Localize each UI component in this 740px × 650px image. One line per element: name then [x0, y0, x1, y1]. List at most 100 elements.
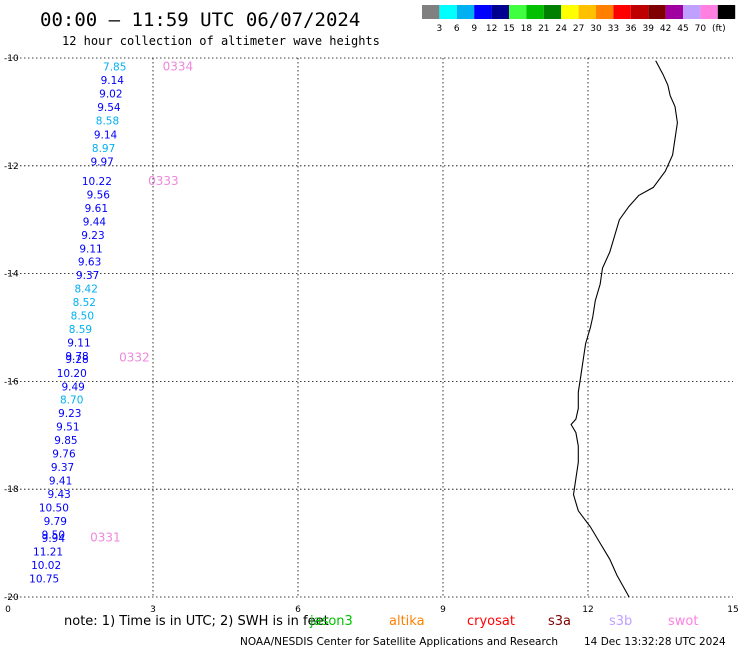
- legend-tick-label: 21: [538, 24, 549, 34]
- wave-height-value: 11.21: [33, 547, 63, 559]
- legend-swatch: [543, 5, 562, 19]
- legend-swatch: [596, 5, 614, 19]
- y-tick-label: -16: [4, 377, 19, 387]
- y-tick-label: -10: [4, 54, 19, 64]
- wave-height-value: 9.85: [54, 435, 77, 447]
- x-tick-label: 15: [727, 605, 738, 615]
- wave-height-value: 7.85: [103, 62, 126, 74]
- legend-swatch: [613, 5, 631, 19]
- x-tick-label: 6: [295, 605, 301, 615]
- wave-height-value: 9.63: [78, 257, 101, 269]
- wave-height-value: 9.54: [97, 102, 121, 114]
- wave-height-value: 9.76: [52, 449, 76, 461]
- wave-height-value: 9.51: [56, 422, 79, 434]
- legend-tick-label: 39: [642, 24, 654, 34]
- satellite-label-s3a: s3a: [548, 614, 571, 629]
- legend-swatch: [700, 5, 718, 19]
- legend-swatch: [717, 5, 736, 19]
- wave-height-value: 10.50: [39, 503, 69, 515]
- footer-credit: NOAA/NESDIS Center for Satellite Applica…: [240, 636, 558, 648]
- wave-height-value: 9.37: [51, 462, 74, 474]
- wave-height-value: 9.23: [81, 230, 104, 242]
- legend-tick-label: 70: [695, 24, 707, 34]
- legend-swatch: [422, 5, 440, 19]
- wave-height-value: 9.23: [58, 408, 81, 420]
- wave-height-value: 9.37: [76, 270, 99, 282]
- page-title: 00:00 – 11:59 UTC 06/07/2024: [40, 9, 360, 31]
- legend-swatch: [683, 5, 701, 19]
- wave-height-value: 9.61: [85, 203, 108, 215]
- legend-tick-label: 45: [677, 24, 688, 34]
- legend-tick-label: 33: [608, 24, 619, 34]
- legend-tick-label: 27: [573, 24, 584, 34]
- legend-unit: (ft): [712, 24, 726, 34]
- wave-height-value: 8.58: [96, 116, 119, 128]
- legend-swatch: [648, 5, 666, 19]
- pass-time-label: 0333: [148, 174, 179, 188]
- x-tick-label: 0: [5, 605, 11, 615]
- wave-height-value: 8.97: [92, 143, 115, 155]
- wave-height-value: 9.41: [49, 476, 72, 488]
- color-scale-legend: 3 6 9 12 15 18 21 24 27 30 33 36 39 42 45 70 (ft): [422, 5, 736, 34]
- legend-swatch: [439, 5, 457, 19]
- legend-swatch: [509, 5, 527, 19]
- wave-height-value: 9.78: [65, 351, 88, 363]
- satellite-label-jason3: jason3: [309, 614, 353, 629]
- satellite-key: jason3 altika cryosat s3a s3b swot: [309, 614, 698, 629]
- satellite-label-cryosat: cryosat: [467, 614, 515, 629]
- legend-tick-label: 12: [486, 24, 497, 34]
- legend-tick-label: 24: [555, 24, 567, 34]
- legend-swatch: [630, 5, 649, 19]
- wave-height-value: 9.11: [67, 338, 90, 350]
- footer-timestamp: 14 Dec 13:32:28 UTC 2024: [584, 636, 726, 648]
- map-grid: [8, 57, 733, 598]
- wave-height-value: 8.59: [69, 324, 92, 336]
- wave-height-value: 8.50: [71, 311, 94, 323]
- legend-tick-label: 42: [660, 24, 671, 34]
- coastline: [570, 60, 678, 598]
- satellite-label-altika: altika: [389, 614, 425, 629]
- pass-time-labels: 0334 0333 0332 0331: [90, 60, 193, 545]
- x-tick-label: 12: [582, 605, 593, 615]
- wave-height-value: 10.22: [82, 176, 112, 188]
- wave-height-value: 9.49: [61, 381, 84, 393]
- page-subtitle: 12 hour collection of altimeter wave hei…: [62, 34, 380, 48]
- legend-tick-label: 3: [437, 24, 443, 34]
- legend-swatch: [578, 5, 596, 19]
- note-text: note: 1) Time is in UTC; 2) SWH is in fe…: [64, 614, 329, 629]
- wave-height-value: 9.94: [42, 533, 66, 545]
- wave-height-value: 9.02: [99, 89, 122, 101]
- legend-swatch: [665, 5, 683, 19]
- wave-height-value: 9.56: [87, 189, 111, 201]
- x-tick-label: 9: [440, 605, 446, 615]
- wave-height-value: 9.50: [42, 529, 65, 541]
- legend-swatch: [561, 5, 579, 19]
- wave-height-value: 9.97: [90, 156, 113, 168]
- wave-height-value: 10.20: [57, 368, 87, 380]
- y-tick-label: -20: [4, 593, 19, 603]
- pass-time-label: 0331: [90, 531, 121, 545]
- satellite-label-swot: swot: [668, 614, 698, 629]
- legend-swatch: [474, 5, 492, 19]
- wave-height-value: 9.28: [65, 354, 88, 366]
- y-tick-label: -14: [4, 270, 19, 280]
- wave-height-value: 9.14: [94, 130, 118, 142]
- wave-height-value: 10.75: [29, 574, 59, 586]
- wave-height-value: 8.42: [75, 284, 98, 296]
- wave-height-value: 10.02: [31, 560, 61, 572]
- wave-height-value: 9.79: [44, 516, 67, 528]
- y-tick-label: -12: [4, 162, 19, 172]
- pass-time-label: 0332: [119, 351, 150, 365]
- wave-height-values: 7.859.149.029.548.589.148.979.9710.229.5…: [29, 62, 126, 586]
- legend-swatch: [491, 5, 509, 19]
- x-tick-label: 3: [150, 605, 156, 615]
- wave-height-value: 8.52: [73, 297, 96, 309]
- legend-tick-label: 6: [454, 24, 460, 34]
- legend-tick-label: 36: [625, 24, 637, 34]
- legend-tick-label: 18: [521, 24, 533, 34]
- wave-height-value: 9.44: [83, 216, 107, 228]
- legend-tick-label: 9: [471, 24, 477, 34]
- y-tick-label: -18: [4, 485, 19, 495]
- map-tick-labels: 0 3 6 9 12 15 -10 -12 -14 -16 -18 -20: [4, 54, 739, 615]
